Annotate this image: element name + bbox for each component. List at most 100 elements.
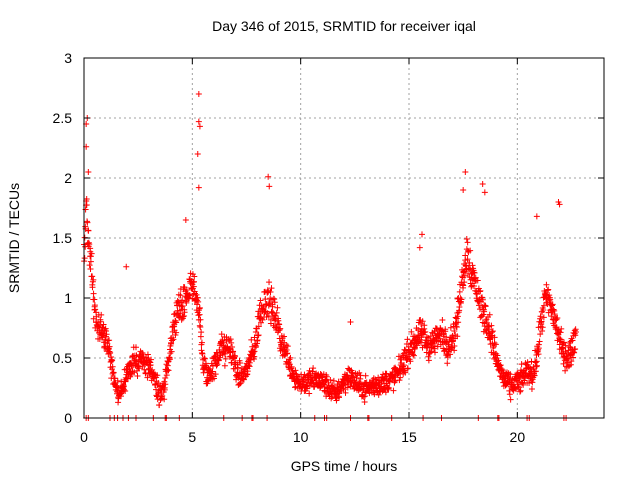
data-point bbox=[454, 313, 461, 320]
data-point bbox=[347, 319, 354, 325]
data-point bbox=[264, 310, 271, 317]
data-point bbox=[259, 316, 266, 323]
data-point bbox=[463, 236, 470, 243]
data-point bbox=[434, 343, 441, 350]
data-point bbox=[253, 342, 260, 349]
data-point bbox=[301, 371, 308, 378]
data-point bbox=[262, 301, 269, 308]
data-point bbox=[228, 339, 235, 346]
data-point bbox=[561, 339, 568, 346]
data-point bbox=[497, 362, 504, 369]
data-point bbox=[425, 357, 432, 364]
data-point bbox=[165, 367, 172, 374]
data-point bbox=[458, 296, 465, 303]
data-point bbox=[545, 286, 552, 293]
data-point bbox=[356, 369, 363, 376]
data-point bbox=[194, 294, 201, 301]
data-point bbox=[549, 301, 556, 308]
data-point bbox=[179, 302, 186, 309]
data-point bbox=[558, 325, 565, 332]
data-point bbox=[201, 355, 208, 362]
data-point bbox=[485, 330, 492, 337]
data-point bbox=[455, 319, 462, 326]
data-point bbox=[408, 328, 415, 335]
data-point bbox=[248, 336, 255, 343]
data-point bbox=[277, 325, 284, 332]
data-point bbox=[467, 266, 474, 273]
data-point bbox=[90, 290, 97, 297]
data-point bbox=[99, 329, 106, 336]
data-point bbox=[442, 340, 449, 347]
data-point bbox=[284, 343, 291, 350]
y-tick-label: 2.5 bbox=[53, 110, 73, 126]
data-point bbox=[496, 362, 503, 369]
data-point bbox=[212, 371, 219, 378]
data-point bbox=[357, 372, 364, 379]
data-point bbox=[451, 342, 458, 349]
data-point bbox=[447, 324, 454, 331]
data-point bbox=[557, 336, 564, 343]
data-point bbox=[476, 288, 483, 295]
data-point bbox=[375, 391, 382, 398]
data-point bbox=[456, 288, 463, 295]
data-point bbox=[477, 287, 484, 294]
data-point bbox=[402, 369, 409, 376]
data-point bbox=[526, 364, 533, 371]
x-axis-label: GPS time / hours bbox=[291, 458, 398, 474]
data-point bbox=[271, 299, 278, 306]
data-point bbox=[353, 374, 360, 381]
data-point bbox=[548, 313, 555, 320]
data-point bbox=[518, 361, 525, 368]
data-point bbox=[271, 296, 278, 303]
data-point bbox=[528, 386, 535, 393]
data-point bbox=[196, 123, 203, 130]
data-point bbox=[332, 392, 339, 399]
data-point bbox=[405, 347, 412, 354]
data-point bbox=[287, 354, 294, 361]
y-tick-label: 3 bbox=[64, 50, 72, 66]
data-point bbox=[456, 304, 463, 311]
data-point bbox=[244, 371, 251, 378]
data-point bbox=[232, 353, 239, 360]
data-point bbox=[103, 327, 110, 334]
data-point bbox=[421, 322, 428, 329]
data-point bbox=[401, 362, 408, 369]
data-point bbox=[492, 341, 499, 348]
data-point bbox=[560, 360, 567, 367]
data-point bbox=[416, 244, 423, 251]
data-point bbox=[170, 336, 177, 343]
data-point bbox=[556, 335, 563, 342]
data-point bbox=[89, 284, 96, 291]
data-point bbox=[159, 392, 166, 399]
data-point bbox=[198, 329, 205, 336]
data-point bbox=[169, 337, 176, 344]
data-point bbox=[186, 292, 193, 299]
data-point bbox=[162, 375, 169, 382]
data-point bbox=[90, 276, 97, 283]
data-point bbox=[404, 336, 411, 343]
data-point bbox=[219, 336, 226, 343]
data-point bbox=[461, 279, 468, 286]
data-point bbox=[559, 344, 566, 351]
data-point bbox=[474, 277, 481, 284]
data-point bbox=[284, 350, 291, 357]
data-point bbox=[460, 187, 467, 193]
data-point bbox=[122, 387, 129, 394]
data-point bbox=[140, 353, 147, 360]
data-point bbox=[488, 322, 495, 329]
data-point bbox=[562, 342, 569, 349]
points-layer bbox=[81, 91, 579, 421]
data-point bbox=[454, 295, 461, 302]
data-point bbox=[255, 332, 262, 339]
data-point bbox=[546, 292, 553, 299]
data-point bbox=[251, 348, 258, 355]
data-point bbox=[386, 378, 393, 385]
data-point bbox=[537, 313, 544, 320]
data-point bbox=[533, 358, 540, 365]
data-point bbox=[190, 283, 197, 290]
data-point bbox=[536, 338, 543, 345]
data-point bbox=[196, 311, 203, 318]
data-point bbox=[134, 373, 141, 380]
y-tick-label: 1 bbox=[64, 290, 72, 306]
data-point bbox=[198, 339, 205, 346]
